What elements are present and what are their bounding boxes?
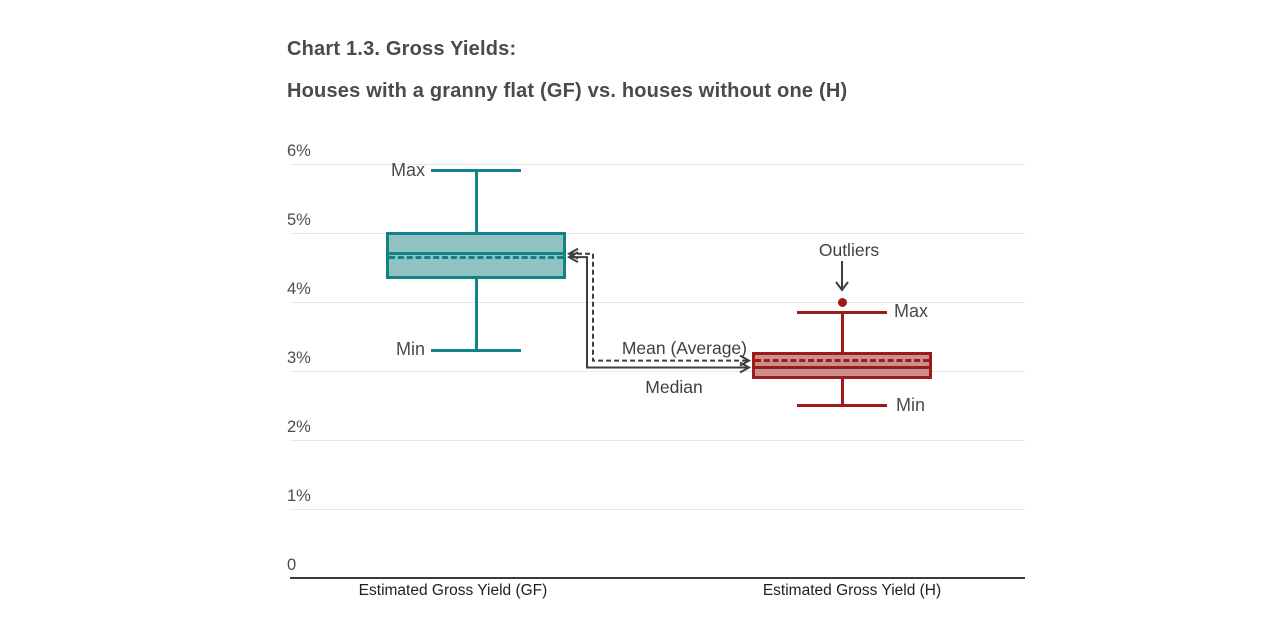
mean-arrowhead-gf — [566, 247, 579, 260]
chart-subtitle: Houses with a granny flat (GF) vs. house… — [287, 80, 848, 102]
y-tick-label: 1% — [287, 487, 311, 505]
gf-min-cap — [431, 348, 521, 352]
outliers-annotation-label: Outliers — [818, 240, 880, 260]
y-gridline — [290, 233, 1025, 234]
mean-annotation-label: Mean (Average) — [621, 338, 747, 358]
h-max-cap — [797, 310, 887, 314]
gf-min-label: Min — [395, 339, 425, 360]
x-axis-label-h: Estimated Gross Yield (H) — [762, 582, 942, 599]
y-tick-label: 2% — [287, 418, 311, 436]
h-median-line — [755, 366, 929, 370]
y-tick-label: 3% — [287, 349, 311, 367]
gf-iqr-box — [386, 231, 566, 280]
gf-median-line — [389, 252, 563, 256]
y-gridline — [290, 371, 1025, 372]
chart-title: Chart 1.3. Gross Yields: — [287, 38, 517, 60]
h-lower-whisker — [840, 377, 844, 406]
outliers-arrowhead — [835, 281, 849, 292]
y-gridline — [290, 509, 1025, 510]
gf-lower-whisker — [474, 277, 478, 351]
y-gridline — [290, 440, 1025, 441]
h-upper-whisker — [840, 312, 844, 354]
y-tick-label: 0 — [287, 556, 297, 574]
y-tick-label: 4% — [287, 280, 311, 298]
gf-upper-whisker — [474, 170, 478, 233]
median-annotation-label: Median — [645, 377, 703, 397]
gf-max-cap — [431, 169, 521, 173]
h-iqr-box — [752, 352, 932, 380]
y-tick-label: 6% — [287, 142, 311, 160]
h-outlier-dot — [837, 297, 847, 307]
y-gridline — [290, 164, 1025, 165]
h-max-label: Max — [894, 301, 929, 322]
x-axis-line — [290, 577, 1025, 579]
x-axis-label-gf: Estimated Gross Yield (GF) — [358, 582, 548, 599]
gf-mean-line — [389, 255, 563, 259]
gf-max-label: Max — [390, 159, 425, 180]
h-mean-line — [755, 359, 929, 363]
h-min-label: Min — [896, 394, 926, 415]
y-tick-label: 5% — [287, 211, 311, 229]
median-arrowhead-gf — [566, 251, 579, 264]
h-min-cap — [797, 404, 887, 407]
